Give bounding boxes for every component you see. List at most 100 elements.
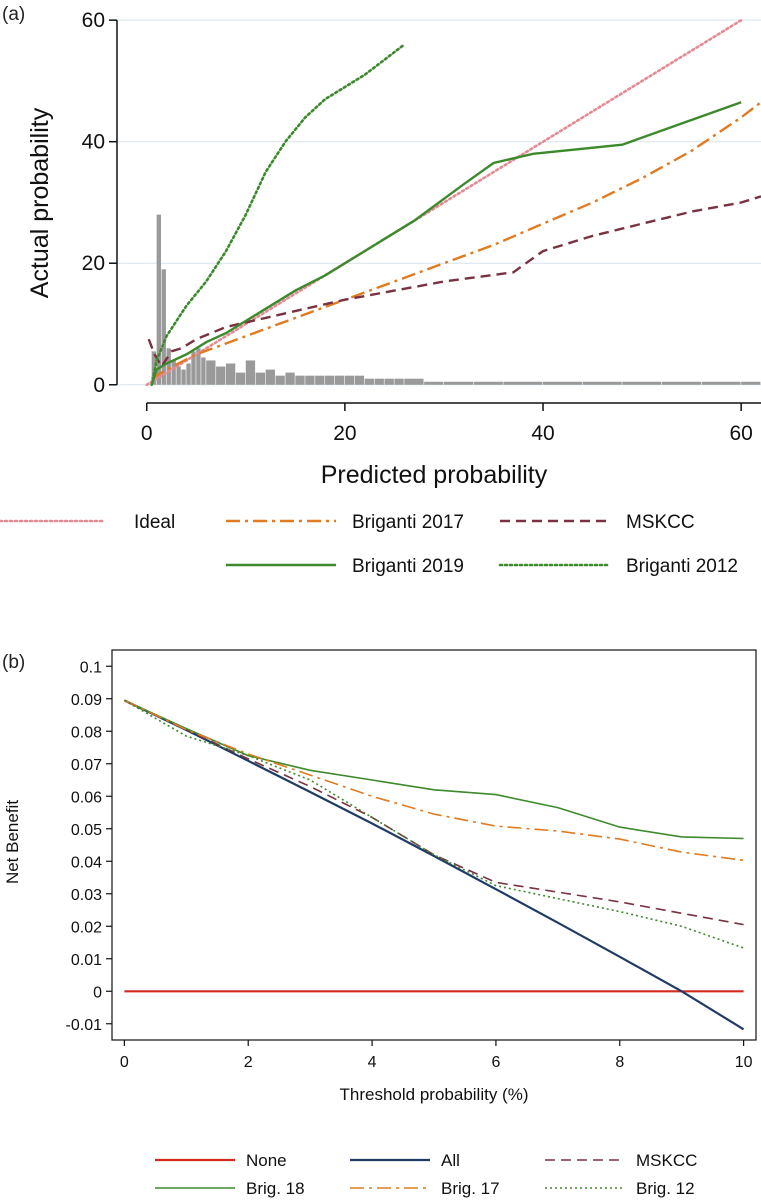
histogram-bar: [661, 381, 701, 385]
histogram-bar: [325, 375, 335, 385]
panel-b-xtick-label: 2: [244, 1054, 253, 1071]
panel-b-xlabel: Threshold probability (%): [340, 1085, 529, 1104]
legend-a-label: Briganti 2019: [352, 556, 464, 577]
histogram-bar: [443, 381, 474, 385]
series-line-a-1: [151, 101, 761, 380]
legend-a-label: Briganti 2017: [352, 512, 464, 533]
legend-a-label: Ideal: [134, 512, 175, 533]
histogram-bar: [384, 378, 394, 385]
histogram-bar: [305, 375, 315, 385]
histogram-bar: [543, 381, 583, 385]
panel-b-ytick-label: 0.08: [71, 724, 102, 741]
histogram-bar: [191, 351, 196, 385]
panel-b-ytick-label: 0: [93, 984, 102, 1001]
panel-b-ylabel: Net Benefit: [3, 800, 22, 884]
histogram-bar: [235, 372, 246, 385]
histogram-bar: [334, 375, 345, 385]
panel-a-ytick-label: 0: [93, 374, 105, 397]
histogram-bar: [216, 366, 226, 385]
histogram-bar: [285, 372, 295, 385]
histogram-bar: [344, 375, 355, 385]
panel-b-xtick-label: 0: [120, 1054, 129, 1071]
panel-b-xtick-label: 6: [491, 1054, 500, 1071]
series-line-a-0: [145, 18, 743, 387]
panel-a-ytick-label: 20: [82, 252, 105, 275]
panel-b-series: [123, 699, 745, 1031]
panel-b-legend: None All MSKCC Brig. 18 Brig. 17 Brig. 12: [155, 1151, 697, 1198]
panel-a-xtick-label: 40: [531, 422, 554, 445]
panel-b-ytick-label: 0.09: [71, 692, 102, 709]
panel-b-ytick-label: 0.06: [71, 789, 102, 806]
legend-a-label: MSKCC: [626, 512, 695, 533]
histogram-bar: [265, 369, 275, 385]
histogram-bar: [181, 369, 186, 385]
histogram-bar: [424, 381, 444, 385]
histogram-bar: [394, 378, 404, 385]
panel-a-ytick-label: 60: [82, 9, 105, 32]
panel-b-ytick-label: 0.1: [80, 659, 102, 676]
histogram-bar: [225, 363, 236, 385]
histogram-bar: [701, 381, 741, 385]
histogram-bar: [166, 348, 171, 385]
histogram-bar: [156, 214, 161, 385]
histogram-bar: [354, 375, 365, 385]
series-line-b-5: [124, 699, 744, 949]
legend-b-label: MSKCC: [636, 1151, 697, 1170]
histogram-bar: [741, 381, 761, 385]
legend-b-label: Brig. 18: [246, 1179, 305, 1198]
panel-b-xtick-label: 8: [615, 1054, 624, 1071]
histogram-bar: [374, 378, 384, 385]
histogram-bar: [295, 375, 305, 385]
panel-b-axes: -0.01 0 0.01 0.02 0.03 0.04 0.05 0.06 0.07 0.08 0.…: [66, 649, 757, 1071]
panel-a: (a) 0 20 40 60 0 20 40 60 Predicted probability…: [0, 4, 761, 577]
series-line-b-4: [124, 699, 744, 862]
panel-b-ytick-label: -0.01: [66, 1017, 103, 1034]
panel-a-series: [145, 18, 761, 387]
panel-a-xtick-label: 0: [141, 422, 153, 445]
panel-a-histogram: [151, 214, 761, 385]
series-line-a-3: [150, 101, 742, 386]
histogram-bar: [245, 360, 256, 385]
legend-b-label: Brig. 12: [636, 1179, 695, 1198]
histogram-bar: [255, 372, 266, 385]
histogram-bar: [161, 269, 166, 385]
histogram-bar: [196, 348, 201, 385]
panel-a-axes: 0 20 40 60 0 20 40 60: [82, 9, 761, 445]
histogram-bar: [186, 363, 191, 385]
panel-a-ytick-label: 40: [82, 131, 105, 154]
histogram-bar: [503, 381, 543, 385]
panel-b-ytick-label: 0.05: [71, 822, 102, 839]
series-line-a-2: [147, 195, 761, 369]
panel-b-ytick-label: 0.02: [71, 919, 102, 936]
histogram-bar: [171, 360, 176, 385]
panel-b-ytick-label: 0.01: [71, 952, 102, 969]
series-line-a-4: [150, 43, 406, 387]
histogram-bar: [473, 381, 503, 385]
legend-b-label: None: [246, 1151, 287, 1170]
legend-b-label: All: [441, 1151, 460, 1170]
histogram-bar: [582, 381, 622, 385]
legend-b-label: Brig. 17: [441, 1179, 500, 1198]
panel-a-legend: Ideal Briganti 2017 MSKCC Briganti 2019 Brig…: [0, 512, 738, 577]
panel-a-xtick-label: 20: [333, 422, 356, 445]
histogram-bar: [622, 381, 662, 385]
series-line-b-1: [123, 699, 745, 1031]
histogram-bar: [275, 375, 285, 385]
panel-b-xtick-label: 4: [368, 1054, 377, 1071]
panel-b-xtick-label: 10: [735, 1054, 753, 1071]
series-line-b-2: [124, 699, 744, 926]
histogram-bar: [176, 366, 181, 385]
panel-b-ytick-label: 0.04: [71, 854, 102, 871]
histogram-bar: [404, 378, 424, 385]
panel-a-label: (a): [2, 4, 25, 25]
histogram-bar: [206, 360, 216, 385]
histogram-bar: [364, 378, 374, 385]
panel-a-ylabel: Actual probability: [26, 107, 54, 298]
histogram-bar: [315, 375, 325, 385]
panel-a-xlabel: Predicted probability: [321, 461, 548, 489]
series-line-b-3: [124, 699, 744, 840]
panel-b-ytick-label: 0.07: [71, 757, 102, 774]
panel-a-xtick-label: 60: [730, 422, 753, 445]
histogram-bar: [201, 357, 206, 385]
